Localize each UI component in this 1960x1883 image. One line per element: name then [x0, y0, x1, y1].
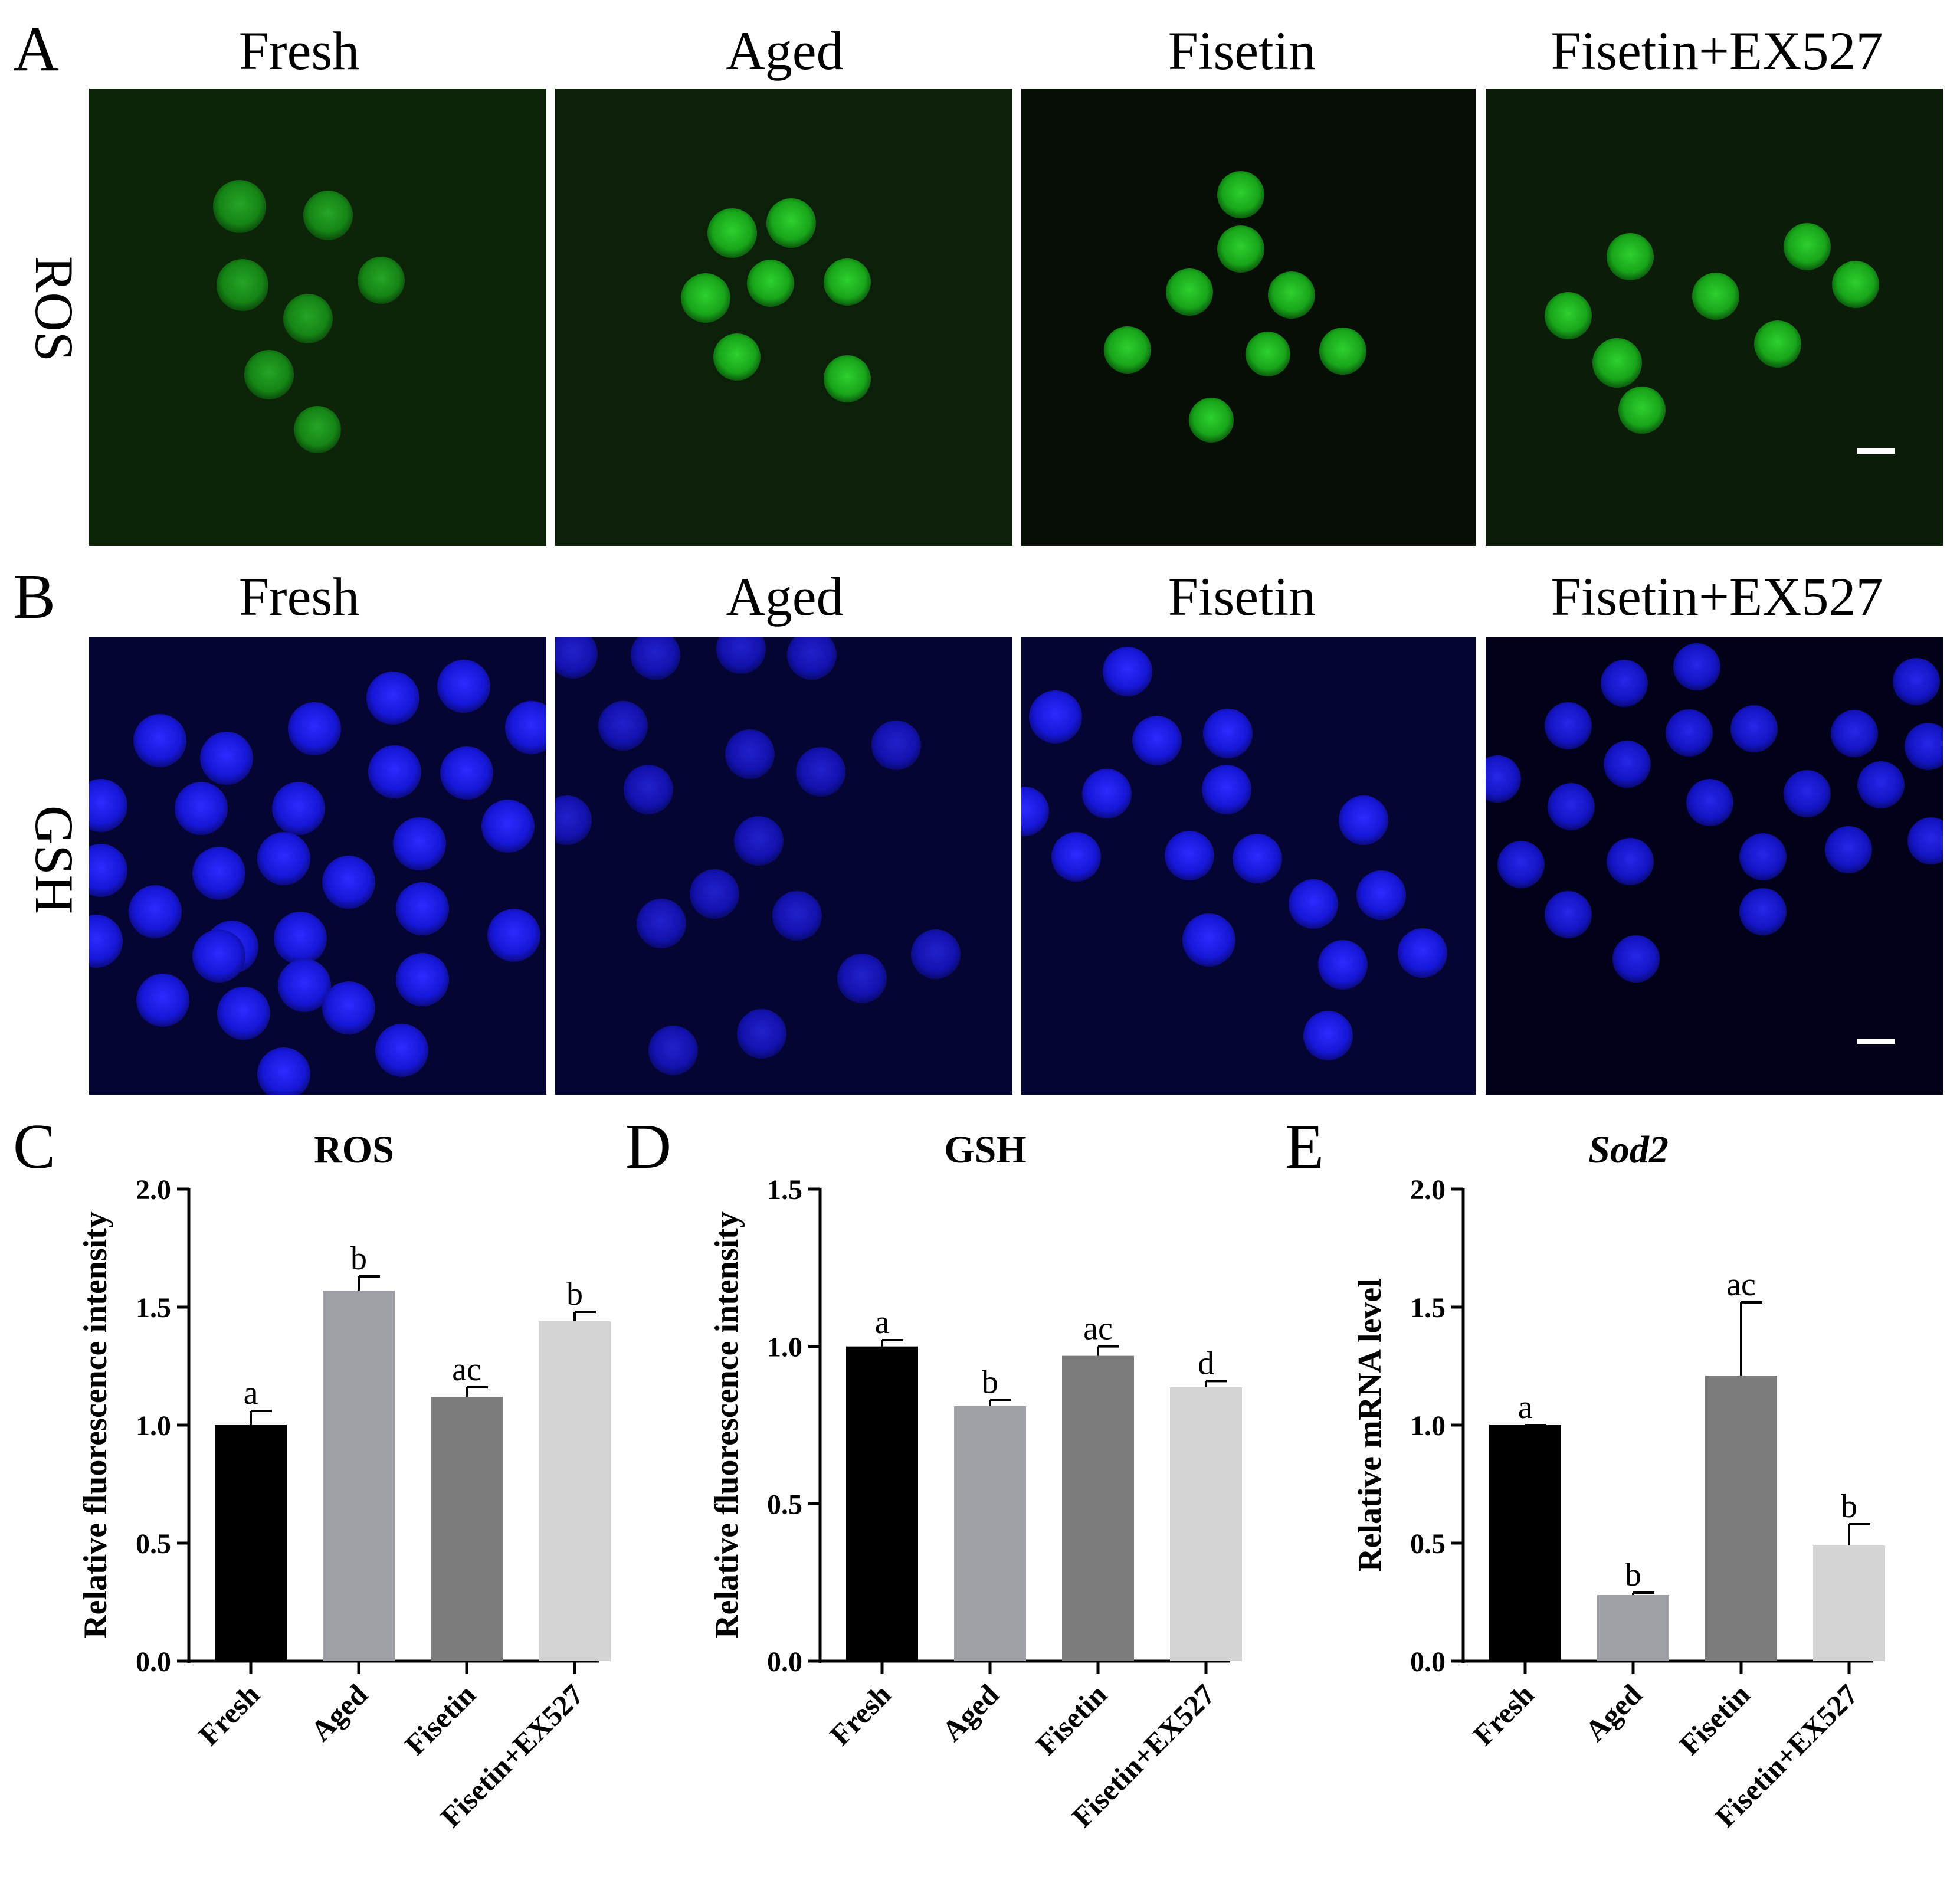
- bar-fisetin-ex527: [539, 1321, 611, 1661]
- scale-bar: [1857, 448, 1895, 454]
- column-title-fisetin-a: Fisetin: [1168, 21, 1316, 81]
- ros-micrograph-fresh: [89, 89, 546, 546]
- bar-fisetin-ex527: [1813, 1545, 1885, 1661]
- gsh-micrograph-fresh: [89, 637, 546, 1095]
- x-tick-label: Fisetin: [398, 1678, 482, 1761]
- significance-letter: b: [566, 1276, 583, 1312]
- significance-letter: ac: [1726, 1266, 1756, 1303]
- panel-letter-e: E: [1285, 1112, 1324, 1182]
- ros-micrograph-fisetin: [1021, 89, 1476, 546]
- chart-title: ROS: [314, 1128, 394, 1171]
- y-tick-label: 1.0: [136, 1410, 171, 1442]
- column-title-fisetin-ex527-a: Fisetin+EX527: [1551, 21, 1883, 81]
- chart-gsh: GSH Relative fluorescence intensity 0.0 0.5…: [708, 1109, 1298, 1877]
- chart-title: Sod2: [1588, 1128, 1669, 1171]
- chart-ros: ROS Relative fluorescence intensity 0.0 0.5…: [77, 1109, 667, 1877]
- significance-letter: b: [982, 1364, 998, 1400]
- chart-sod2: Sod2 Relative mRNA level 0.0 0.5 1.0 1.5 2.0 a F…: [1351, 1109, 1941, 1877]
- gsh-micrograph-fisetin: [1021, 637, 1476, 1095]
- column-title-aged-a: Aged: [726, 21, 844, 81]
- panel-letter-b: B: [13, 562, 56, 632]
- x-tick-label: Fresh: [823, 1678, 897, 1751]
- y-tick-label: 1.5: [767, 1174, 802, 1206]
- y-tick-label: 0.0: [136, 1646, 171, 1678]
- column-title-fresh-a: Fresh: [238, 21, 360, 81]
- y-tick-label: 1.0: [767, 1332, 802, 1363]
- y-axis-label: Relative mRNA level: [1352, 1278, 1388, 1572]
- bar-aged: [323, 1291, 395, 1661]
- x-tick-label: Fresh: [1466, 1678, 1540, 1751]
- significance-letter: ac: [452, 1351, 481, 1388]
- bar-aged: [954, 1406, 1026, 1661]
- column-title-fresh-b: Fresh: [238, 566, 360, 627]
- significance-letter: ac: [1083, 1311, 1113, 1347]
- y-axis-label: Relative fluorescence intensity: [709, 1211, 745, 1639]
- bar-aged: [1597, 1595, 1669, 1661]
- y-axis-label: Relative fluorescence intensity: [77, 1211, 114, 1639]
- y-tick-label: 1.5: [136, 1292, 171, 1324]
- row-label-ros: ROS: [24, 256, 84, 362]
- chart-title: GSH: [944, 1128, 1026, 1171]
- y-tick-label: 1.0: [1410, 1410, 1446, 1442]
- column-title-fisetin-b: Fisetin: [1168, 566, 1316, 627]
- x-tick-label: Aged: [304, 1678, 374, 1747]
- significance-letter: b: [1841, 1488, 1857, 1525]
- x-tick-label: Fisetin: [1673, 1678, 1756, 1761]
- panel-letter-a: A: [13, 14, 59, 84]
- y-tick-label: 2.0: [1410, 1174, 1446, 1206]
- significance-letter: a: [875, 1304, 890, 1341]
- bar-fresh: [1489, 1425, 1561, 1661]
- y-tick-label: 0.5: [136, 1528, 171, 1560]
- significance-letter: a: [244, 1375, 258, 1412]
- bar-fisetin-ex527: [1170, 1387, 1242, 1661]
- bar-fresh: [215, 1425, 287, 1661]
- y-tick-label: 2.0: [136, 1174, 171, 1206]
- y-tick-label: 0.5: [1410, 1528, 1446, 1560]
- significance-letter: d: [1198, 1345, 1214, 1381]
- y-tick-label: 0.5: [767, 1489, 802, 1520]
- significance-letter: b: [1625, 1557, 1641, 1593]
- y-tick-label: 0.0: [767, 1646, 802, 1678]
- bar-fresh: [846, 1346, 918, 1661]
- scale-bar: [1857, 1039, 1895, 1044]
- significance-letter: a: [1518, 1389, 1533, 1426]
- x-tick-label: Aged: [936, 1678, 1005, 1747]
- panel-letter-d: D: [625, 1112, 671, 1182]
- bar-fisetin: [1062, 1355, 1134, 1661]
- y-tick-label: 1.5: [1410, 1292, 1446, 1324]
- bar-fisetin: [431, 1397, 503, 1661]
- x-tick-label: Fresh: [192, 1678, 266, 1751]
- ros-micrograph-aged: [555, 89, 1012, 546]
- column-title-fisetin-ex527-b: Fisetin+EX527: [1551, 566, 1883, 627]
- x-tick-label: Fisetin: [1030, 1678, 1113, 1761]
- ros-micrograph-fisetin-ex527: [1486, 89, 1943, 546]
- panel-letter-c: C: [13, 1112, 56, 1182]
- gsh-micrograph-aged: [555, 637, 1012, 1095]
- y-tick-label: 0.0: [1410, 1646, 1446, 1678]
- significance-letter: b: [350, 1240, 367, 1277]
- column-title-aged-b: Aged: [726, 566, 844, 627]
- row-label-gsh: GSH: [24, 805, 84, 915]
- bar-fisetin: [1705, 1376, 1777, 1661]
- gsh-micrograph-fisetin-ex527: [1486, 637, 1943, 1095]
- x-tick-label: Aged: [1579, 1678, 1648, 1747]
